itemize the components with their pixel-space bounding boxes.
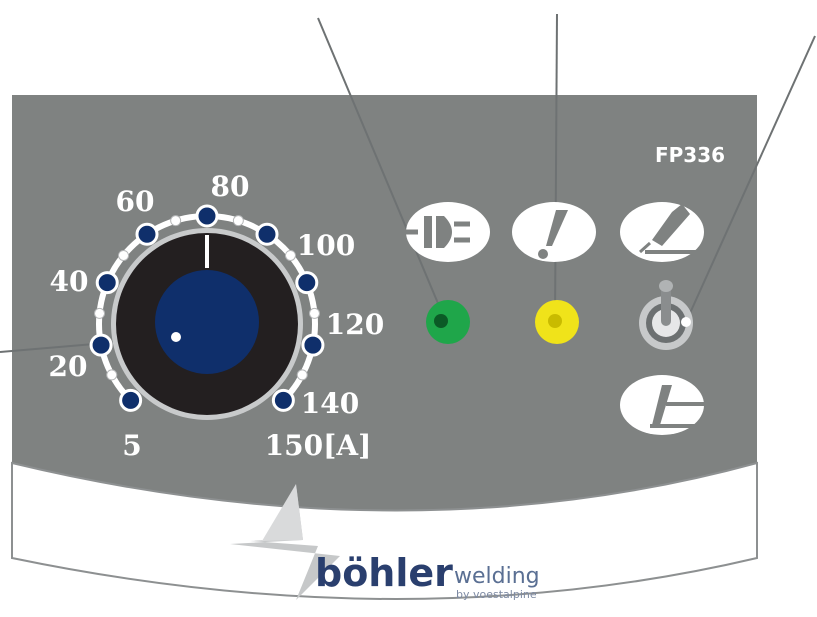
panel-lip (11, 461, 758, 600)
dial-minor-dot (106, 369, 118, 381)
dial-major-marker (135, 222, 159, 246)
brand-word: welding (454, 564, 540, 589)
dial-major-marker (195, 204, 219, 228)
dial-label-5: 5 (122, 429, 141, 462)
lift-arc-icon (620, 375, 718, 435)
dial-label-120: 120 (326, 308, 384, 341)
dial-label-150a: 150[A] (265, 429, 372, 462)
dial-minor-dot (296, 369, 308, 381)
dial-minor-dot (232, 215, 244, 227)
model-label: FP336 (655, 143, 725, 167)
dial-major-marker (301, 333, 325, 357)
dial-labels: 5 20 40 60 80 100 120 140 150[A] (49, 170, 385, 462)
dial-label-140: 140 (301, 387, 359, 420)
dial-minor-dot (308, 307, 320, 319)
dial-major-marker (271, 388, 295, 412)
dial-label-20: 20 (49, 350, 88, 383)
dial-minor-dot (94, 307, 106, 319)
dial-minor-dot (284, 249, 296, 261)
dial-minor-dot (118, 249, 130, 261)
tig-torch-icon (620, 202, 706, 262)
bohler-logo-mark (230, 484, 340, 600)
dial-label-80: 80 (211, 170, 250, 203)
brand-name: böhler (315, 551, 453, 595)
current-knob[interactable] (111, 228, 303, 420)
warning-indicator-lamp (535, 300, 579, 344)
dial-major-marker (119, 388, 143, 412)
callout-line-toggle (685, 35, 816, 323)
dial-major-marker (89, 333, 113, 357)
knob-callout-dot (171, 332, 181, 342)
callout-line-warning (554, 13, 558, 322)
process-toggle-switch[interactable] (639, 280, 693, 350)
brand-sub: by voestalpine (456, 588, 537, 601)
dial-label-40: 40 (50, 265, 89, 298)
dial-major-marker (255, 222, 279, 246)
dial-minor-dot (170, 215, 182, 227)
dial-scale (89, 204, 325, 412)
knob-cap (155, 270, 259, 374)
exclamation-icon (512, 202, 596, 262)
dial-label-60: 60 (116, 185, 155, 218)
dial-major-marker (295, 271, 319, 295)
plug-icon (405, 202, 490, 262)
callout-line-power (317, 17, 446, 321)
toggle-callout-dot (681, 317, 691, 327)
power-indicator-lamp (426, 300, 470, 344)
dial-label-100: 100 (297, 229, 355, 262)
dial-major-marker (95, 271, 119, 295)
